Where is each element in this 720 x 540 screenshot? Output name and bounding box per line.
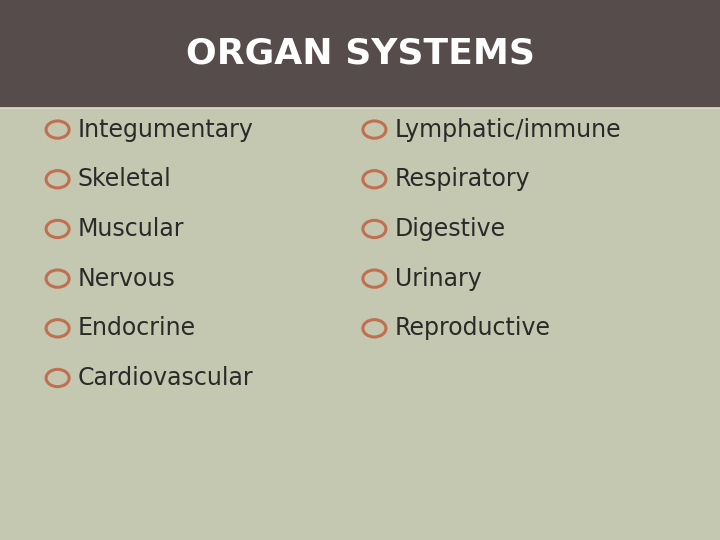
Text: Endocrine: Endocrine: [78, 316, 196, 340]
Text: Digestive: Digestive: [395, 217, 505, 241]
Text: Skeletal: Skeletal: [78, 167, 171, 191]
Text: Cardiovascular: Cardiovascular: [78, 366, 253, 390]
Text: Lymphatic/immune: Lymphatic/immune: [395, 118, 621, 141]
Text: ORGAN SYSTEMS: ORGAN SYSTEMS: [186, 37, 534, 71]
Text: Muscular: Muscular: [78, 217, 184, 241]
Text: Reproductive: Reproductive: [395, 316, 551, 340]
Text: Urinary: Urinary: [395, 267, 481, 291]
Text: Respiratory: Respiratory: [395, 167, 530, 191]
Text: Nervous: Nervous: [78, 267, 176, 291]
FancyBboxPatch shape: [0, 0, 720, 108]
Text: Integumentary: Integumentary: [78, 118, 253, 141]
